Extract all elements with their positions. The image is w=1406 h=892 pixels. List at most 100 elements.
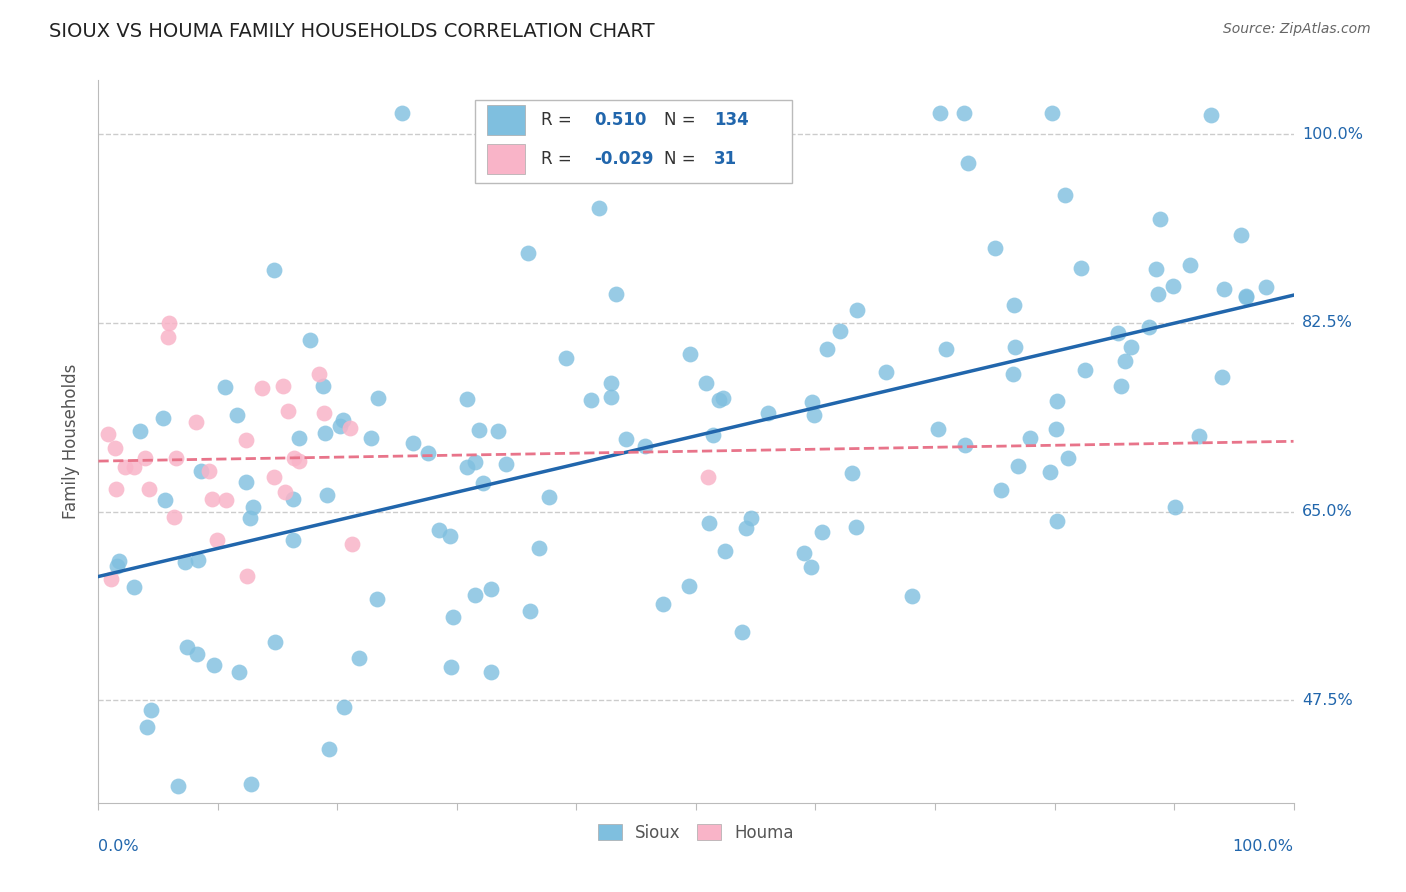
Point bbox=[288, 431, 311, 445]
Point bbox=[815, 342, 838, 356]
Point bbox=[153, 493, 176, 508]
Point bbox=[167, 779, 190, 793]
Point bbox=[537, 490, 560, 504]
Point bbox=[803, 408, 825, 422]
Y-axis label: Family Households: Family Households bbox=[62, 364, 80, 519]
Point bbox=[529, 541, 551, 555]
Point bbox=[711, 391, 734, 405]
Point bbox=[1074, 363, 1097, 377]
Point bbox=[846, 303, 869, 318]
Point bbox=[1019, 432, 1042, 446]
Point bbox=[1004, 340, 1026, 354]
Point bbox=[554, 351, 576, 365]
Point bbox=[1054, 187, 1077, 202]
Point bbox=[122, 460, 145, 475]
Point bbox=[1057, 450, 1080, 465]
Point bbox=[1212, 282, 1234, 296]
Point bbox=[953, 105, 976, 120]
Point bbox=[928, 105, 950, 120]
Point bbox=[1119, 340, 1142, 354]
Point bbox=[418, 445, 440, 459]
Point bbox=[1109, 378, 1132, 392]
Point bbox=[332, 413, 354, 427]
Point bbox=[202, 657, 225, 672]
Point bbox=[1256, 280, 1278, 294]
Point bbox=[157, 316, 180, 330]
Text: 100.0%: 100.0% bbox=[1233, 838, 1294, 854]
Text: 134: 134 bbox=[714, 111, 748, 129]
Point bbox=[201, 492, 224, 507]
Point bbox=[314, 426, 336, 441]
Point bbox=[263, 469, 285, 483]
Point bbox=[845, 520, 868, 534]
Text: 0.0%: 0.0% bbox=[98, 838, 139, 854]
Point bbox=[735, 520, 758, 534]
Point bbox=[439, 529, 461, 543]
Point bbox=[339, 421, 361, 435]
Point bbox=[214, 380, 236, 394]
Point bbox=[599, 376, 621, 390]
Point bbox=[205, 533, 228, 547]
Text: 82.5%: 82.5% bbox=[1302, 316, 1353, 330]
Point bbox=[740, 510, 762, 524]
Point bbox=[366, 592, 388, 607]
Point bbox=[239, 511, 262, 525]
Point bbox=[935, 342, 957, 356]
Point bbox=[800, 395, 823, 409]
Point bbox=[900, 589, 922, 603]
Point bbox=[129, 425, 152, 439]
Point bbox=[1046, 514, 1069, 528]
Point bbox=[274, 485, 297, 500]
Point bbox=[1002, 367, 1025, 381]
Point bbox=[187, 552, 209, 566]
FancyBboxPatch shape bbox=[486, 105, 524, 136]
Point bbox=[467, 423, 489, 437]
Point bbox=[281, 492, 304, 507]
Point bbox=[402, 435, 425, 450]
Point bbox=[186, 647, 208, 661]
Point bbox=[1211, 369, 1233, 384]
Point bbox=[318, 741, 340, 756]
Point bbox=[605, 287, 627, 301]
Point bbox=[990, 483, 1012, 498]
Point bbox=[441, 610, 464, 624]
Point bbox=[697, 470, 720, 484]
Point bbox=[165, 451, 187, 466]
Point bbox=[97, 427, 120, 442]
Point bbox=[588, 201, 610, 215]
Point bbox=[600, 390, 623, 404]
Point bbox=[697, 516, 720, 530]
Text: R =: R = bbox=[541, 111, 571, 129]
Point bbox=[1163, 278, 1185, 293]
FancyBboxPatch shape bbox=[486, 144, 524, 174]
Point bbox=[315, 488, 337, 502]
Point bbox=[163, 510, 186, 524]
Point bbox=[1040, 105, 1063, 120]
Text: 100.0%: 100.0% bbox=[1302, 127, 1362, 142]
Point bbox=[1178, 258, 1201, 272]
Text: 47.5%: 47.5% bbox=[1302, 693, 1353, 708]
Point bbox=[360, 431, 382, 445]
Point bbox=[495, 457, 517, 471]
Point bbox=[329, 418, 352, 433]
Point bbox=[1139, 320, 1161, 334]
Text: 31: 31 bbox=[714, 150, 737, 168]
Point bbox=[1164, 500, 1187, 514]
Point bbox=[136, 720, 159, 734]
FancyBboxPatch shape bbox=[475, 100, 792, 183]
Point bbox=[709, 393, 731, 408]
Point bbox=[486, 424, 509, 438]
Point bbox=[440, 660, 463, 674]
Point bbox=[678, 579, 700, 593]
Point bbox=[228, 665, 250, 679]
Point bbox=[176, 640, 198, 655]
Point bbox=[236, 569, 259, 583]
Point bbox=[138, 482, 160, 496]
Point bbox=[1107, 326, 1129, 340]
Point bbox=[104, 441, 127, 455]
Legend: Sioux, Houma: Sioux, Houma bbox=[592, 817, 800, 848]
Point bbox=[190, 464, 212, 478]
Text: R =: R = bbox=[541, 150, 571, 168]
Point bbox=[250, 381, 273, 395]
Point bbox=[841, 466, 863, 480]
